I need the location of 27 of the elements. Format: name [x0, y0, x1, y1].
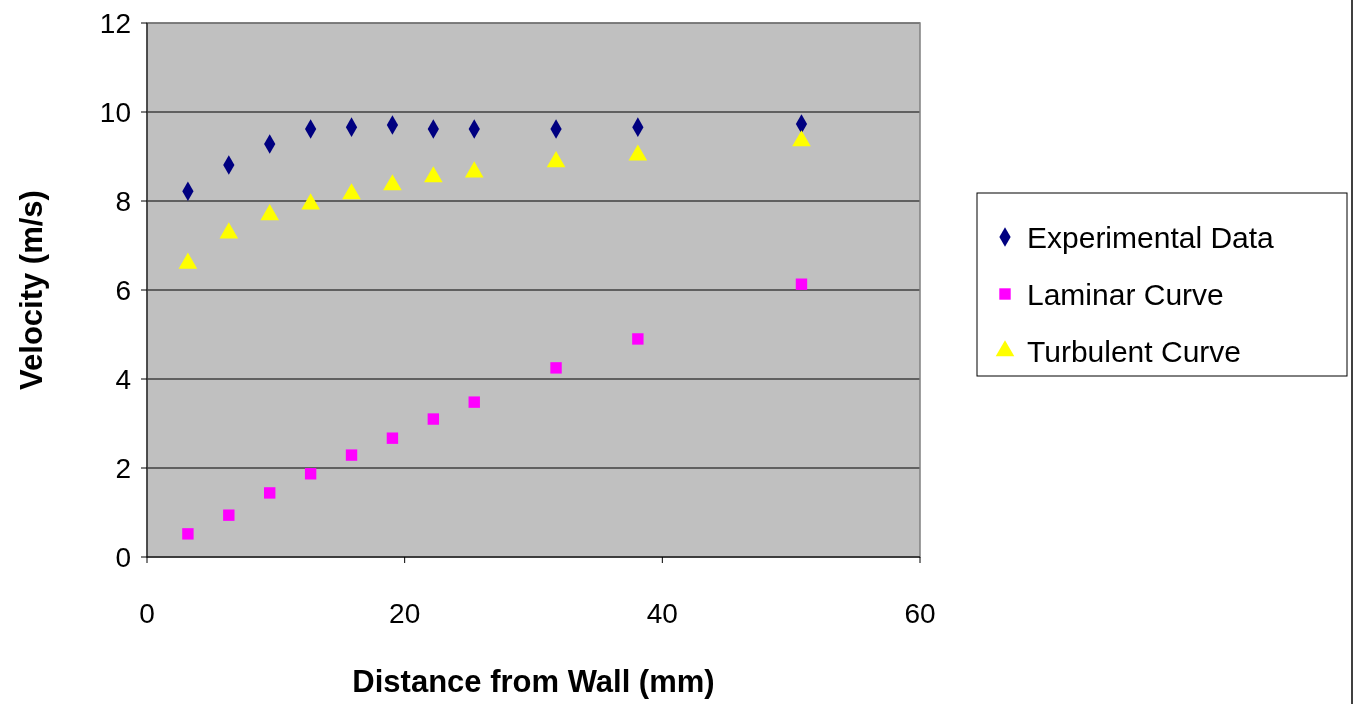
x-tick-label: 0 — [139, 598, 155, 629]
point — [795, 278, 808, 290]
y-tick-label: 8 — [115, 185, 131, 217]
point — [427, 413, 440, 425]
point — [304, 468, 317, 480]
y-tick-label: 12 — [99, 7, 131, 39]
point — [345, 449, 358, 461]
y-tick-label: 6 — [115, 274, 131, 306]
x-tick-label: 40 — [646, 598, 678, 629]
y-tick-label: 2 — [115, 452, 131, 484]
legend-label: Turbulent Curve — [1027, 334, 1241, 368]
point — [386, 432, 399, 444]
y-tick-label: 0 — [115, 541, 131, 573]
x-tick-label: 20 — [389, 598, 421, 629]
legend-label: Experimental Data — [1027, 220, 1275, 254]
y-tick-label: 10 — [99, 96, 131, 128]
point — [550, 362, 562, 374]
x-axis-title: Distance from Wall (mm) — [352, 664, 715, 699]
point — [632, 333, 644, 345]
point — [223, 509, 235, 521]
point — [468, 396, 480, 408]
point — [182, 528, 194, 540]
y-axis-title: Velocity (m/s) — [14, 190, 49, 390]
legend-label: Laminar Curve — [1027, 277, 1224, 311]
x-tick-label: 60 — [904, 598, 936, 629]
point — [264, 487, 276, 499]
y-tick-label: 4 — [115, 363, 131, 395]
